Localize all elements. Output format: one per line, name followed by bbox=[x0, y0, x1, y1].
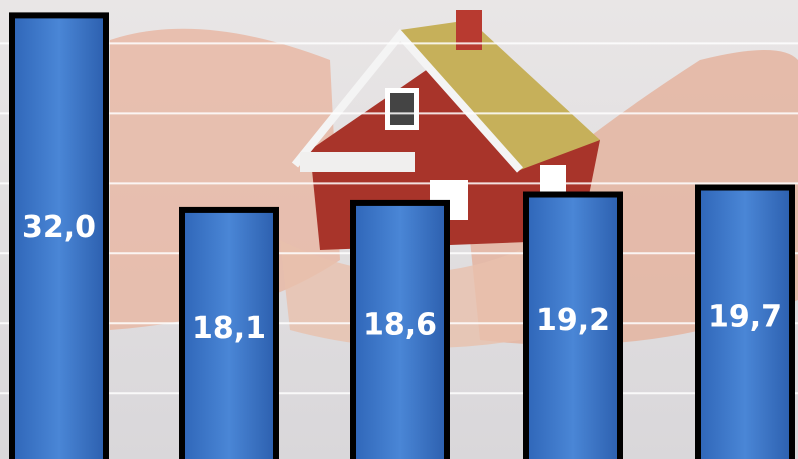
bar bbox=[9, 12, 109, 459]
bar bbox=[695, 184, 795, 459]
value-label: 32,0 bbox=[22, 210, 96, 245]
bar bbox=[523, 191, 623, 459]
value-label: 18,1 bbox=[192, 311, 266, 346]
bar bbox=[179, 206, 279, 459]
value-label: 19,7 bbox=[708, 299, 782, 334]
value-label: 19,2 bbox=[536, 303, 610, 338]
bar bbox=[350, 199, 450, 459]
value-label: 18,6 bbox=[363, 307, 437, 342]
